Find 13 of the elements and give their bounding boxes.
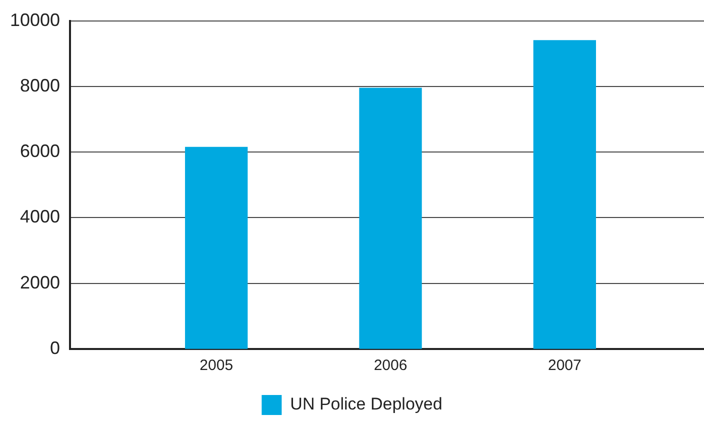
y-tick-label: 10000 [10, 10, 60, 30]
bar [359, 88, 422, 349]
x-tick-label: 2006 [374, 357, 408, 374]
bar [533, 40, 596, 349]
y-tick-label: 2000 [20, 272, 60, 292]
legend-label: UN Police Deployed [290, 394, 442, 414]
bar [185, 146, 248, 349]
y-tick-label: 0 [50, 338, 60, 358]
y-tick-label: 6000 [20, 141, 60, 162]
y-tick-label: 4000 [20, 206, 60, 227]
x-tick-label: 2005 [200, 357, 234, 374]
x-tick-label: 2007 [548, 357, 582, 374]
y-tick-label: 8000 [20, 75, 60, 96]
